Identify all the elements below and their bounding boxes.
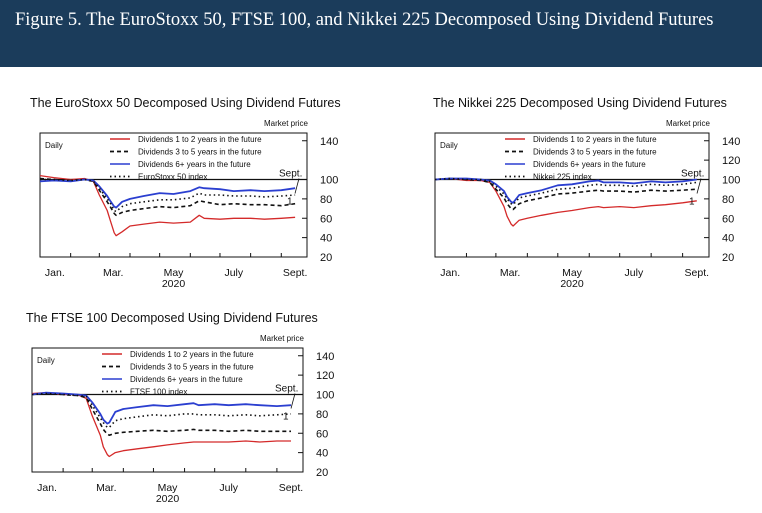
annotation-sept: Sept. (275, 384, 298, 395)
series-line (39, 178, 296, 209)
annotation-sept: Sept. (681, 169, 704, 180)
x-tick-label: Jan. (37, 482, 57, 494)
legend-label: Dividends 1 to 2 years in the future (138, 135, 262, 144)
legend-label: Dividends 6+ years in the future (130, 375, 243, 384)
x-tick-label: May (164, 267, 185, 279)
figure-banner: Figure 5. The EuroStoxx 50, FTSE 100, an… (0, 0, 762, 67)
series-line (434, 177, 697, 211)
legend-label: EuroStoxx 50 index (138, 173, 207, 182)
frequency-label: Daily (45, 141, 63, 150)
y-tick-label: 100 (722, 175, 740, 187)
x-tick-label: July (219, 482, 238, 494)
y-tick-label: 40 (320, 233, 332, 245)
annotation-pointer (290, 393, 296, 409)
annotation-one: 1 (287, 197, 293, 208)
legend-label: Dividends 1 to 2 years in the future (533, 135, 657, 144)
annotation-pointer (696, 178, 702, 194)
legend-label: FTSE 100 index (130, 388, 187, 397)
legend-label: Dividends 3 to 5 years in the future (533, 148, 657, 157)
year-label: 2020 (560, 278, 584, 290)
x-tick-label: May (158, 482, 179, 494)
x-tick-label: July (625, 267, 644, 279)
y-tick-label: 60 (320, 213, 332, 225)
year-label: 2020 (156, 493, 180, 505)
y-tick-label: 60 (722, 213, 734, 225)
y-tick-label: 80 (722, 194, 734, 206)
x-tick-label: Mar. (500, 267, 520, 279)
x-tick-label: Sept. (685, 267, 710, 279)
y-axis-label: Market price (264, 119, 309, 128)
x-tick-label: Sept. (279, 482, 304, 494)
series-line (31, 392, 291, 437)
y-tick-label: 80 (320, 194, 332, 206)
plot-frame (434, 132, 710, 258)
frequency-label: Daily (37, 356, 55, 365)
frequency-label: Daily (440, 141, 458, 150)
year-label: 2020 (162, 278, 186, 290)
figure-title: Figure 5. The EuroStoxx 50, FTSE 100, an… (15, 10, 714, 30)
annotation-sept: Sept. (279, 169, 302, 180)
x-tick-label: Sept. (283, 267, 308, 279)
series-line (31, 391, 292, 425)
legend-label: Dividends 3 to 5 years in the future (130, 363, 254, 372)
legend-label: Dividends 6+ years in the future (138, 160, 251, 169)
annotation-one: 1 (283, 412, 289, 423)
y-axis-label: Market price (666, 119, 711, 128)
y-tick-label: 120 (316, 370, 334, 382)
y-tick-label: 40 (316, 448, 328, 460)
series-line (434, 177, 697, 206)
y-tick-label: 20 (316, 467, 328, 479)
legend-label: Dividends 6+ years in the future (533, 160, 646, 169)
y-tick-label: 120 (722, 155, 740, 167)
series-line (31, 391, 291, 458)
y-tick-label: 40 (722, 233, 734, 245)
y-tick-label: 140 (316, 351, 334, 363)
y-tick-label: 140 (722, 136, 740, 148)
y-tick-label: 80 (316, 409, 328, 421)
chart-title-nikkei: The Nikkei 225 Decomposed Using Dividend… (433, 96, 727, 110)
legend-label: Dividends 1 to 2 years in the future (130, 350, 254, 359)
y-tick-label: 140 (320, 136, 338, 148)
y-tick-label: 60 (316, 428, 328, 440)
legend-label: Nikkei 225 index (533, 173, 592, 182)
series-line (40, 178, 296, 213)
annotation-one: 1 (689, 197, 695, 208)
series-line (434, 177, 697, 227)
plot-frame (31, 347, 304, 473)
y-tick-label: 100 (320, 175, 338, 187)
plot-frame (39, 132, 308, 258)
series-line (434, 177, 697, 204)
x-tick-label: Jan. (45, 267, 65, 279)
y-tick-label: 100 (316, 390, 334, 402)
y-tick-label: 20 (320, 252, 332, 264)
y-axis-label: Market price (260, 334, 305, 343)
chart-title-eurostoxx: The EuroStoxx 50 Decomposed Using Divide… (30, 96, 341, 110)
x-tick-label: Jan. (440, 267, 460, 279)
x-tick-label: Mar. (96, 482, 116, 494)
x-tick-label: Mar. (103, 267, 123, 279)
y-tick-label: 20 (722, 252, 734, 264)
chart-title-ftse: The FTSE 100 Decomposed Using Dividend F… (26, 311, 318, 325)
x-tick-label: May (562, 267, 583, 279)
series-line (31, 392, 292, 429)
legend-label: Dividends 3 to 5 years in the future (138, 148, 262, 157)
x-tick-label: July (224, 267, 243, 279)
annotation-pointer (294, 178, 300, 194)
